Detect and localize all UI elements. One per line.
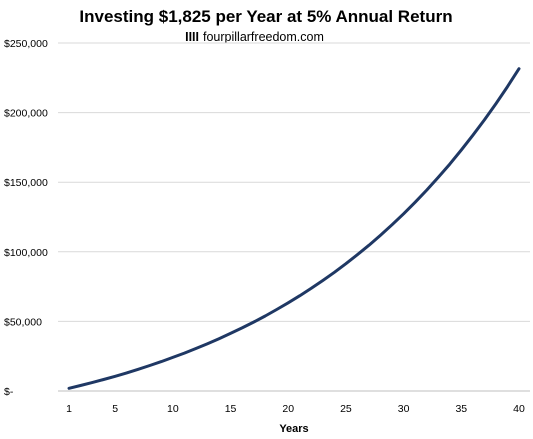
x-tick-label: 10 xyxy=(167,403,179,415)
series-line xyxy=(67,67,521,390)
series-layer xyxy=(67,67,521,390)
y-tick-label: $250,000 xyxy=(4,38,48,50)
x-tick-label: 40 xyxy=(513,403,525,415)
x-tick-label: 25 xyxy=(340,403,352,415)
chart-subtitle: IIII fourpillarfreedom.com xyxy=(185,30,324,44)
chart-title: Investing $1,825 per Year at 5% Annual R… xyxy=(79,7,452,26)
subtitle-mark: IIII xyxy=(185,30,199,44)
x-tick-label: 15 xyxy=(225,403,237,415)
subtitle-text: fourpillarfreedom.com xyxy=(203,30,324,44)
y-tick-label: $50,000 xyxy=(4,316,42,328)
y-axis-ticks: $- $50,000 $100,000 $150,000 $200,000 $250,00… xyxy=(4,38,48,398)
y-tick-label: $150,000 xyxy=(4,177,48,189)
y-tick-label: $- xyxy=(4,386,14,398)
x-tick-label: 30 xyxy=(398,403,410,415)
x-tick-label: 35 xyxy=(455,403,467,415)
gridlines xyxy=(58,42,530,322)
x-axis-ticks: 1 5 10 15 20 25 30 35 40 xyxy=(66,403,525,415)
x-tick-label: 20 xyxy=(282,403,294,415)
y-tick-label: $200,000 xyxy=(4,108,48,120)
y-tick-label: $100,000 xyxy=(4,247,48,259)
x-tick-label: 5 xyxy=(112,403,118,415)
x-tick-label: 1 xyxy=(66,403,72,415)
x-axis-label: Years xyxy=(279,423,308,435)
